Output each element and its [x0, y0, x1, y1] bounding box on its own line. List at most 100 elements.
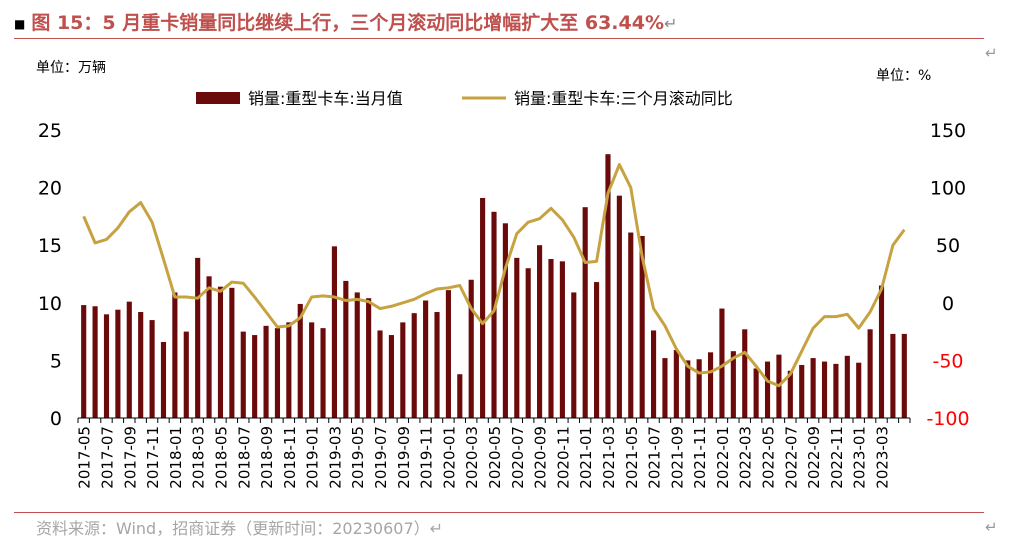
bar-2022-09: [810, 358, 816, 418]
bar-2020-10: [548, 259, 554, 418]
bar-2022-03: [742, 329, 748, 418]
bar-2017-07: [103, 314, 110, 418]
title-bullet: ■: [14, 16, 26, 31]
right-tick-label: 150: [930, 120, 966, 142]
x-tick-label-2023-01: 2023-01: [851, 426, 869, 489]
bar-2019-02: [320, 328, 326, 418]
bar-2020-11: [559, 261, 565, 418]
bar-2018-08: [252, 335, 258, 418]
bar-2021-06: [639, 235, 645, 418]
bar-2018-03: [195, 257, 201, 418]
x-tick-label-2021-03: 2021-03: [600, 426, 618, 489]
bar-2021-10: [685, 360, 691, 418]
right-tick-label: 50: [936, 235, 960, 257]
x-tick-label-2020-03: 2020-03: [463, 426, 481, 489]
bar-2023-01: [856, 362, 862, 418]
source-paragraph-mark: ↵: [429, 519, 444, 538]
right-unit-label: 单位：%: [876, 68, 931, 84]
bar-2020-05: [491, 211, 497, 418]
right-tick-label: 0: [942, 293, 954, 315]
x-tick-label-2018-01: 2018-01: [167, 426, 185, 489]
bar-2018-05: [217, 286, 224, 418]
bar-2022-11: [833, 363, 839, 418]
x-tick-label-2019-03: 2019-03: [326, 426, 344, 489]
right-tick-label: 100: [930, 178, 966, 200]
bar-2021-04: [616, 195, 622, 418]
x-tick-label-2022-01: 2022-01: [714, 426, 732, 489]
right-tick-label: -100: [926, 408, 969, 430]
bar-2019-01: [309, 322, 315, 418]
bar-2018-12: [297, 303, 303, 418]
bar-2017-09: [126, 301, 132, 418]
title-paragraph-mark: ↵: [664, 14, 678, 33]
x-tick-label-2019-11: 2019-11: [418, 426, 436, 489]
yoy-line: [82, 163, 906, 388]
bar-2021-07: [651, 330, 657, 418]
bar-2018-06: [229, 287, 235, 418]
x-tick-label-2021-11: 2021-11: [691, 426, 709, 489]
bar-2018-04: [206, 276, 212, 418]
paragraph-mark-top: ↵: [985, 44, 998, 62]
bar-2023-02: [867, 329, 873, 418]
bar-2019-12: [434, 312, 440, 418]
bar-2017-10: [138, 312, 144, 418]
title-rule: [14, 38, 984, 39]
bar-2019-09: [400, 322, 406, 418]
bar-2019-05: [354, 292, 360, 418]
x-tick-label-2022-11: 2022-11: [828, 426, 846, 489]
x-tick-label-2021-01: 2021-01: [577, 426, 595, 489]
bar-2020-07: [514, 257, 520, 418]
bar-2020-03: [468, 279, 474, 418]
x-tick-label-2020-01: 2020-01: [440, 426, 458, 489]
bar-2017-05: [81, 305, 87, 418]
x-tick-label-2022-05: 2022-05: [760, 426, 778, 489]
bar-2019-08: [388, 335, 394, 418]
bar-2020-09: [537, 245, 543, 418]
bar-2020-04: [480, 197, 486, 418]
bar-2022-02: [730, 351, 736, 418]
left-tick-label: 0: [50, 408, 62, 430]
bar-2021-11: [696, 359, 702, 418]
bar-2021-05: [628, 232, 634, 418]
left-unit-label: 单位：万辆: [36, 60, 106, 76]
source-rule: [14, 512, 984, 513]
bar-2022-12: [844, 355, 850, 418]
bar-2023-03: [878, 285, 885, 418]
bar-2021-01: [582, 207, 588, 418]
legend-bar-swatch: [196, 92, 240, 104]
legend-line-label: 销量:重型卡车:三个月滚动同比: [514, 89, 733, 108]
x-tick-label-2019-07: 2019-07: [372, 426, 390, 489]
bar-2017-11: [149, 320, 155, 418]
x-tick-label-2022-03: 2022-03: [737, 426, 755, 489]
x-tick-label-2018-11: 2018-11: [281, 426, 299, 489]
bar-2020-01: [445, 290, 451, 418]
bar-2021-03: [605, 154, 611, 418]
bar-2021-09: [673, 350, 679, 418]
x-tick-label-2019-09: 2019-09: [395, 426, 413, 489]
x-tick-label-2023-03: 2023-03: [874, 426, 892, 489]
bar-2020-12: [571, 292, 577, 418]
x-tick-label-2021-09: 2021-09: [668, 426, 686, 489]
left-tick-label: 20: [38, 178, 62, 200]
bar-2020-06: [502, 223, 508, 418]
bar-2021-08: [662, 358, 668, 418]
x-tick-label-2022-09: 2022-09: [805, 426, 823, 489]
bar-2022-07: [787, 370, 793, 418]
x-tick-label-2020-09: 2020-09: [532, 426, 550, 489]
bar-2023-05: [901, 333, 907, 418]
figure-title: ■ 图 15：5 月重卡销量同比继续上行，三个月滚动同比增幅扩大至 63.44%↵: [14, 8, 677, 35]
source-text: 资料来源：Wind，招商证券（更新时间：20230607）: [36, 519, 430, 538]
bar-2018-07: [240, 331, 246, 418]
x-tick-label-2022-07: 2022-07: [782, 426, 800, 489]
left-tick-label: 10: [38, 293, 62, 315]
bar-2018-01: [172, 292, 178, 418]
bar-2018-09: [263, 325, 269, 418]
x-tick-label-2021-05: 2021-05: [623, 426, 641, 489]
x-tick-label-2019-05: 2019-05: [349, 426, 367, 489]
x-tick-label-2018-05: 2018-05: [212, 426, 230, 489]
bar-2021-12: [707, 352, 714, 418]
bar-2022-08: [799, 365, 805, 418]
bar-2019-06: [366, 298, 372, 418]
bar-2022-01: [719, 308, 725, 418]
bar-2022-10: [821, 361, 828, 418]
